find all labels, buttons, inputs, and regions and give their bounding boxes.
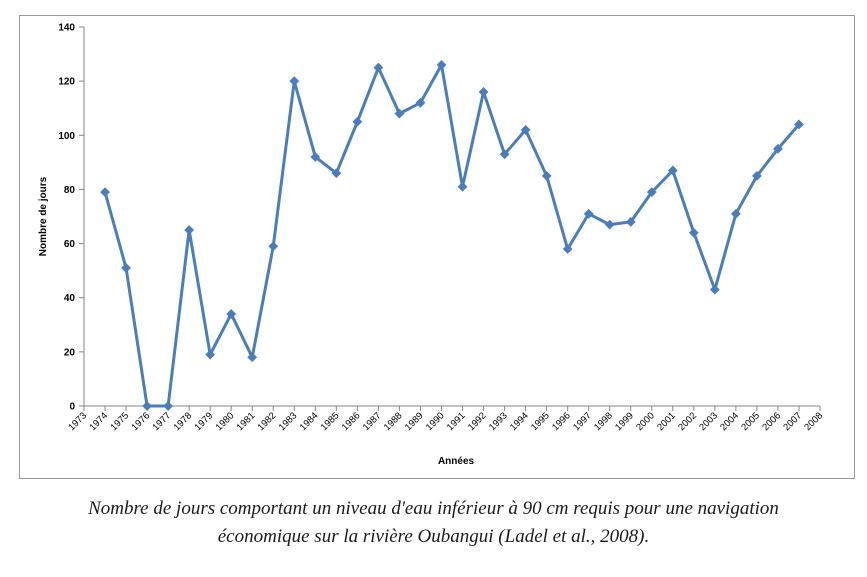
- data-point-marker: [478, 87, 489, 97]
- x-tick-label: 1989: [403, 410, 426, 433]
- data-point-marker: [268, 241, 279, 252]
- x-tick-label: 2006: [760, 410, 783, 433]
- data-point-marker: [331, 168, 342, 179]
- data-point-marker: [520, 124, 531, 135]
- data-point-marker: [773, 143, 783, 154]
- x-tick-label: 1981: [235, 410, 258, 433]
- chart-frame: 0 20 40 60 80 100 120 140 1973 1974 1975 1976 1977 1…: [19, 15, 855, 479]
- data-point-marker: [604, 219, 615, 230]
- x-tick-label: 1987: [361, 410, 384, 433]
- data-point-marker: [730, 208, 741, 219]
- x-tick-label: 1985: [319, 410, 342, 433]
- data-point-marker: [457, 181, 468, 192]
- y-axis-ticks: 0 20 40 60 80 100 120 140: [58, 23, 84, 413]
- data-point-marker: [142, 401, 152, 411]
- data-point-marker: [184, 225, 195, 235]
- y-tick-label: 120: [58, 77, 75, 88]
- data-point-marker: [121, 263, 131, 273]
- x-tick-label: 1978: [172, 410, 195, 433]
- x-tick-label: 1996: [550, 410, 573, 433]
- x-tick-label: 1986: [340, 410, 363, 433]
- series-layer: [100, 59, 804, 411]
- data-point-marker: [100, 187, 110, 198]
- data-point-marker: [352, 116, 363, 127]
- x-axis-title: Années: [438, 456, 475, 467]
- data-point-marker: [205, 349, 216, 360]
- data-point-marker: [499, 149, 510, 160]
- figure-caption-line-2: économique sur la rivière Oubangui (Lade…: [217, 526, 650, 547]
- data-point-marker: [583, 208, 594, 219]
- y-tick-label: 0: [69, 402, 75, 413]
- x-tick-label: 1976: [129, 410, 152, 433]
- data-point-marker: [310, 152, 321, 162]
- x-tick-label: 1973: [66, 410, 89, 433]
- x-tick-label: 1982: [256, 410, 279, 433]
- x-tick-label: 1997: [571, 410, 594, 433]
- x-tick-label: 1980: [214, 410, 237, 433]
- data-point-marker: [646, 187, 657, 198]
- y-tick-label: 100: [58, 131, 75, 142]
- data-point-marker: [373, 62, 384, 73]
- data-point-marker: [625, 217, 636, 227]
- y-tick-label: 140: [58, 23, 75, 34]
- figure-caption-line-1: Nombre de jours comportant un niveau d'e…: [88, 498, 779, 519]
- x-tick-label: 2002: [676, 410, 699, 433]
- y-tick-label: 60: [64, 239, 76, 250]
- data-point-marker: [562, 244, 573, 254]
- y-axis-title: Nombre de jours: [38, 176, 49, 256]
- x-tick-label: 1991: [445, 410, 468, 433]
- data-point-marker: [752, 170, 762, 181]
- data-point-marker: [415, 97, 426, 108]
- x-tick-label: 1995: [529, 410, 552, 433]
- data-point-marker: [436, 59, 447, 70]
- x-tick-label: 2008: [802, 410, 825, 433]
- x-tick-label: 1992: [466, 410, 489, 433]
- data-point-marker: [163, 401, 174, 411]
- x-tick-label: 1974: [87, 410, 110, 433]
- x-tick-label: 1977: [151, 410, 174, 433]
- data-point-marker: [709, 284, 720, 295]
- x-tick-label: 2004: [718, 410, 741, 433]
- x-tick-label: 1990: [424, 410, 447, 433]
- x-tick-label: 1999: [613, 410, 636, 433]
- x-tick-label: 1975: [108, 410, 131, 433]
- x-tick-label: 1993: [487, 410, 510, 433]
- x-tick-label: 1983: [277, 410, 300, 433]
- x-tick-label: 2001: [655, 410, 678, 433]
- x-tick-label: 1984: [298, 410, 321, 433]
- data-point-marker: [247, 352, 258, 363]
- chart-axes: [83, 27, 820, 407]
- x-tick-label: 2005: [739, 410, 762, 433]
- x-tick-label: 2003: [697, 410, 720, 433]
- data-point-marker: [289, 76, 300, 87]
- y-tick-label: 80: [64, 185, 76, 196]
- data-point-marker: [226, 309, 237, 319]
- x-tick-label: 2000: [634, 410, 657, 433]
- data-point-marker: [667, 165, 678, 176]
- series-line: [103, 63, 801, 408]
- x-tick-label: 1994: [508, 410, 531, 433]
- x-tick-label: 1979: [193, 410, 216, 433]
- data-point-marker: [794, 119, 804, 130]
- y-tick-label: 20: [64, 347, 76, 358]
- x-axis-ticks: 1973197419751976197719781979198019811982…: [66, 406, 825, 433]
- x-tick-label: 1988: [382, 410, 405, 433]
- y-tick-label: 40: [64, 293, 76, 304]
- x-tick-label: 1998: [592, 410, 615, 433]
- data-point-marker: [394, 108, 405, 119]
- x-tick-label: 2007: [781, 410, 804, 433]
- data-point-marker: [541, 170, 552, 181]
- data-point-marker: [688, 227, 699, 238]
